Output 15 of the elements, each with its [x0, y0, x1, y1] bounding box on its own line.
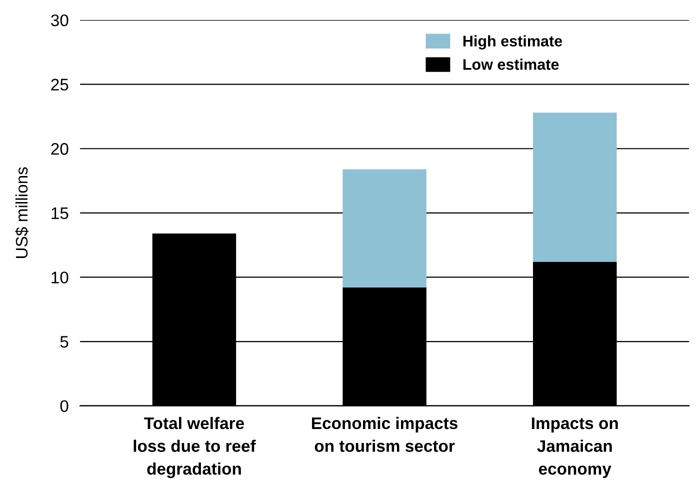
- bar: [532, 112, 617, 262]
- y-tick-label: 0: [60, 400, 68, 412]
- y-tick-label: 20: [51, 143, 68, 155]
- y-tick-label: 5: [60, 336, 68, 348]
- y-tick-label: 10: [52, 272, 68, 284]
- x-tick-label: Total welfare loss due to reef degradation: [134, 416, 256, 478]
- y-axis-title: US$ millions: [15, 167, 29, 258]
- y-tick-label: 15: [52, 208, 68, 220]
- bar: [342, 169, 426, 288]
- x-tick-label: Economic impacts on tourism sector: [312, 416, 458, 452]
- legend-label: Low estimate: [463, 58, 559, 70]
- y-tick-label: 30: [51, 14, 68, 26]
- y-tick-label: 25: [51, 78, 68, 91]
- legend-label: High estimate: [463, 35, 562, 50]
- x-tick-label: Impacts on Jamaican economy: [532, 418, 618, 478]
